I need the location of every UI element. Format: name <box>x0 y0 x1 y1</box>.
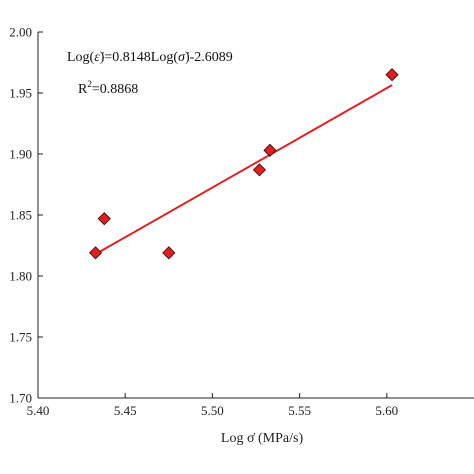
fit-line <box>95 84 393 256</box>
x-tick-label: 5.50 <box>201 403 224 418</box>
data-point-diamond <box>252 163 267 177</box>
y-tick-label: 1.75 <box>9 330 32 345</box>
x-tick-label: 5.40 <box>27 403 50 418</box>
data-point-diamond <box>263 143 277 157</box>
x-ticks: 5.40 5.45 5.50 5.55 5.60 <box>27 393 398 418</box>
data-point-diamond <box>88 246 103 260</box>
equation-suffix: )-2.6089 <box>185 50 233 65</box>
r-squared-label: R <box>78 82 88 97</box>
x-tick-label: 5.55 <box>288 403 311 418</box>
y-tick-label: 1.85 <box>9 208 32 223</box>
x-axis-title: Log σ̇ (MPa/s) <box>221 431 304 446</box>
x-tick-label: 5.60 <box>375 403 398 418</box>
y-tick-label: 1.70 <box>9 391 32 406</box>
y-tick-label: 2.00 <box>9 25 32 40</box>
x-tick-label: 5.45 <box>114 403 137 418</box>
r-squared-value: =0.8868 <box>92 82 138 97</box>
r-squared-exponent: 2 <box>87 79 92 89</box>
y-tick-label: 1.95 <box>9 86 32 101</box>
y-tick-label: 1.90 <box>9 147 32 162</box>
y-tick-label: 1.80 <box>9 269 32 284</box>
y-ticks: 1.70 1.75 1.80 1.85 1.90 1.95 2.00 <box>9 25 43 406</box>
data-point-diamond <box>385 68 399 82</box>
data-point-diamond <box>97 212 111 226</box>
equation-sigma: σ̇ <box>178 50 189 65</box>
r-squared-annotation: R2=0.8868 <box>78 79 138 97</box>
equation-annotation: Log(ε̇)=0.8148Log(σ̇)-2.6089 <box>67 50 233 65</box>
data-points <box>88 68 399 260</box>
data-point-diamond <box>162 246 176 260</box>
equation-mid: )=0.8148Log( <box>100 50 179 65</box>
equation-epsilon: ε̇ <box>94 50 104 65</box>
equation-prefix: Log( <box>67 50 95 65</box>
